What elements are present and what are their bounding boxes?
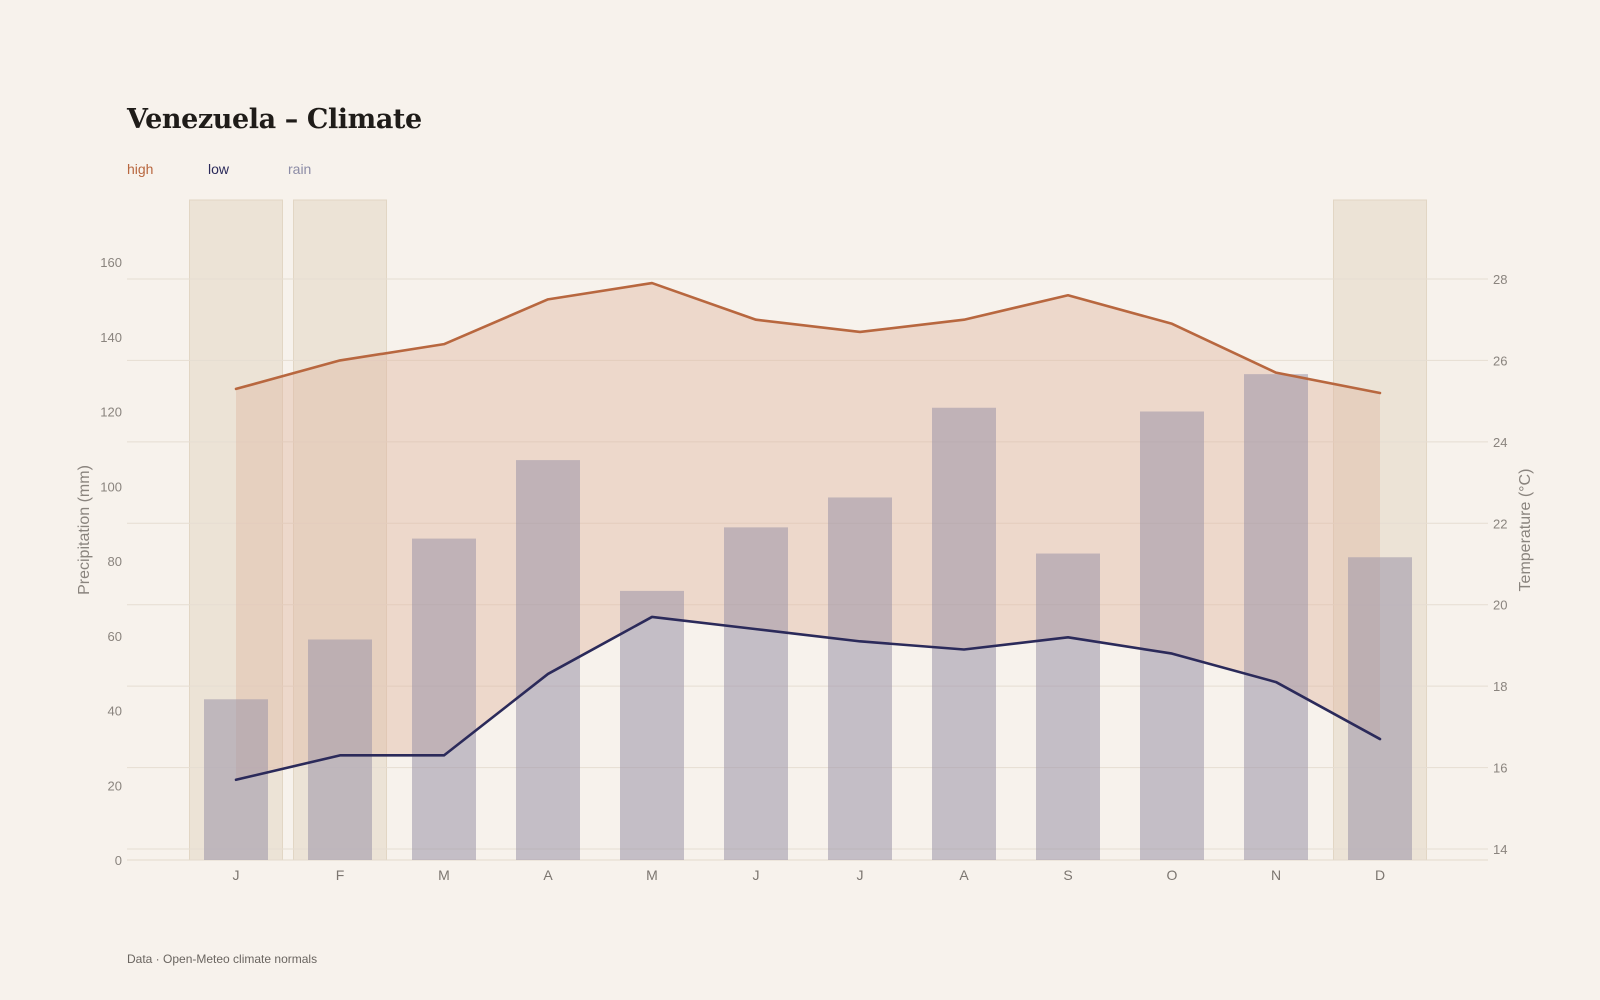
low-temperature-line [234, 615, 1382, 782]
rain-bar [1140, 411, 1204, 860]
temperature-band-layer [236, 283, 1380, 780]
legend-low: low [208, 161, 230, 177]
high-temperature-line [234, 281, 1382, 395]
rain-bar [1244, 374, 1308, 860]
y-tick-label: 100 [100, 479, 122, 494]
rain-bar [412, 538, 476, 860]
y2-tick-label: 18 [1493, 679, 1507, 694]
rain-bar [724, 527, 788, 860]
tick-labels-layer: 0 20 40 60 80 100 120 140 160 14 16 18 20 22 24 26 28 J F M… [100, 255, 1507, 883]
legend-high: high [127, 161, 154, 177]
rain-bar [828, 497, 892, 860]
rain-bar [620, 590, 684, 860]
y-tick-label: 60 [108, 629, 122, 644]
rain-bar [1036, 553, 1100, 860]
rain-bars-layer [204, 374, 1412, 860]
x-tick-label: N [1271, 867, 1281, 883]
y-tick-label: 160 [100, 255, 122, 270]
y2-tick-label: 24 [1493, 435, 1507, 450]
x-tick-label: O [1167, 867, 1178, 883]
y-tick-label: 140 [100, 330, 122, 345]
chart-title: Venezuela – Climate [127, 104, 422, 135]
y-tick-label: 80 [108, 554, 122, 569]
y2-tick-label: 22 [1493, 516, 1507, 531]
y-axis-label: Precipitation (mm) [76, 465, 93, 595]
y2-tick-label: 20 [1493, 598, 1507, 613]
x-tick-label: J [753, 867, 760, 883]
x-tick-label: F [336, 867, 345, 883]
y2-axis-label: Temperature (°C) [1517, 469, 1534, 592]
y-tick-label: 120 [100, 405, 122, 420]
y2-tick-label: 28 [1493, 272, 1507, 287]
y-tick-label: 40 [108, 704, 122, 719]
temperature-lines-layer [234, 281, 1382, 782]
temperature-band [236, 283, 1380, 780]
x-tick-label: S [1063, 867, 1072, 883]
y2-tick-label: 16 [1493, 761, 1507, 776]
rain-bar [308, 639, 372, 860]
x-tick-label: D [1375, 867, 1385, 883]
rain-bar [932, 407, 996, 860]
y-tick-label: 0 [115, 853, 122, 868]
rain-bar [1348, 557, 1412, 860]
rain-bar [516, 460, 580, 860]
x-tick-label: M [646, 867, 658, 883]
legend-rain: rain [288, 161, 312, 177]
y2-tick-label: 14 [1493, 842, 1507, 857]
x-tick-label: J [233, 867, 240, 883]
y2-tick-label: 26 [1493, 353, 1507, 368]
x-tick-label: A [543, 867, 553, 883]
x-tick-label: A [959, 867, 969, 883]
x-tick-label: J [857, 867, 864, 883]
y-tick-label: 20 [108, 778, 122, 793]
source-note: Data · Open-Meteo climate normals [127, 952, 318, 966]
x-tick-label: M [438, 867, 450, 883]
